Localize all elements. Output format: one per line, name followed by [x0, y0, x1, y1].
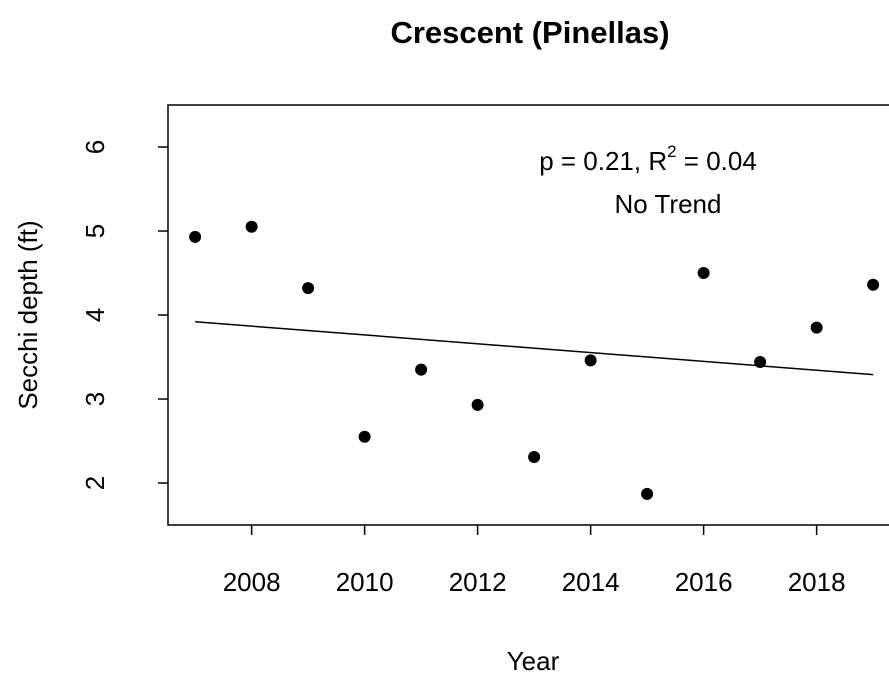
annotation-trend: No Trend [615, 189, 722, 219]
x-tick-label: 2014 [562, 567, 620, 597]
annotation-text: p = 0.21, R [539, 146, 667, 176]
point [189, 230, 202, 243]
trend-line [195, 320, 874, 376]
plot-frame [167, 104, 889, 526]
y-axis-label: Secchi depth (ft) [13, 220, 43, 409]
annotation-superscript: 2 [667, 142, 676, 161]
x-axis-label: Year [507, 646, 560, 676]
point [471, 398, 484, 411]
annotation-text: = 0.04 [677, 146, 757, 176]
point [754, 356, 767, 369]
chart-title: Crescent (Pinellas) [390, 15, 669, 50]
point [528, 450, 541, 463]
point [867, 278, 880, 291]
point [810, 321, 823, 334]
y-tick-label: 3 [80, 392, 110, 406]
y-tick-label: 4 [80, 308, 110, 322]
x-tick-label: 2010 [336, 567, 394, 597]
point [641, 487, 654, 500]
point [358, 430, 371, 443]
x-tick-label: 2012 [449, 567, 507, 597]
y-tick-label: 5 [80, 224, 110, 238]
annotation-stat: p = 0.21, R2 = 0.04 [539, 142, 757, 175]
x-tick-label: 2016 [675, 567, 733, 597]
point [584, 354, 597, 367]
y-tick-label: 6 [80, 140, 110, 154]
point [302, 282, 315, 295]
point [415, 363, 428, 376]
y-tick-label: 2 [80, 476, 110, 490]
x-tick-label: 2008 [223, 567, 281, 597]
point [697, 267, 710, 279]
point [245, 220, 258, 233]
x-tick-label: 2018 [788, 567, 846, 597]
